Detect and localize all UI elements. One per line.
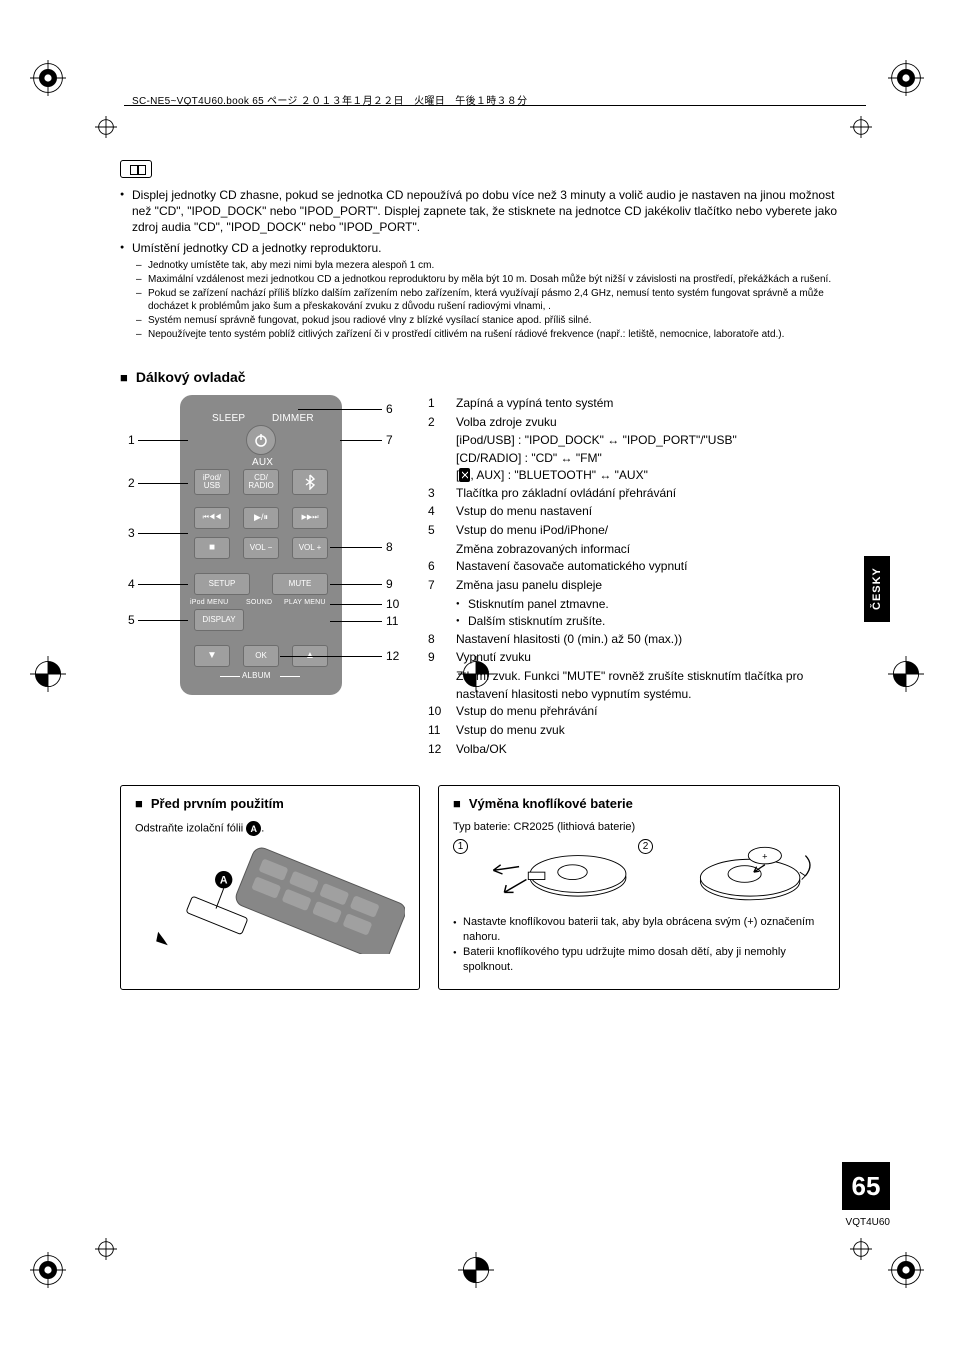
bottom-info-boxes: ■Před prvním použitím Odstraňte izolační… [120,785,840,989]
reg-mark-br [888,1252,924,1288]
rn10: 10 [386,597,399,611]
d7-bullets: Stisknutím panel ztmavne. Dalším stisknu… [456,596,840,631]
reg-mark-mr [888,656,924,692]
stop-button: ■ [194,537,230,559]
sub-4: Systém nemusí správně fungovat, pokud js… [132,314,840,327]
battery-illus-2: + [661,839,819,909]
ln3: 3 [128,526,135,540]
prev-button: ⏮◀◀ [194,507,230,529]
box2-heading: Výměna knoflíkové baterie [469,796,633,811]
cd-radio-button: CD/RADIO [243,469,279,495]
reg-mark-cb [458,1252,494,1288]
rn8: 8 [386,540,393,554]
vol-down-button: VOL − [243,537,279,559]
d9-extra: Ztlumí zvuk. Funkci "MUTE" rovněž zrušít… [428,668,840,703]
header-file-info: SC-NE5~VQT4U60.book 65 ページ ２０１３年１月２２日 火曜… [132,92,527,107]
sub-1: Jednotky umístěte tak, aby mezi nimi byl… [132,259,840,272]
step-1-marker: 1 [453,839,468,854]
d4: Vstup do menu nastavení [456,503,840,520]
note-item-1: Displej jednotky CD zhasne, pokud se jed… [120,187,840,236]
crop-mark-tl [95,116,117,138]
d10: Vstup do menu přehrávání [456,703,840,720]
d1: Zapíná a vypíná tento systém [456,395,840,412]
setup-button: SETUP [194,573,250,595]
top-notes-list: Displej jednotky CD zhasne, pokud se jed… [120,187,840,341]
d6: Nastavení časovače automatického vypnutí [456,558,840,575]
crop-mark-bl [95,1238,117,1260]
battery-replace-box: ■Výměna knoflíkové baterie Typ baterie: … [438,785,840,989]
reg-mark-ml [30,656,66,692]
sub-3: Pokud se zařízení nachází příliš blízko … [132,287,840,313]
d11: Vstup do menu zvuk [456,722,840,739]
d2-lines: [iPod/USB] : "IPOD_DOCK" ↔ "IPOD_PORT"/"… [428,432,840,484]
next-button: ▶▶⏭ [292,507,328,529]
remote-heading: ■Dálkový ovladač [120,369,840,385]
ln4: 4 [128,577,135,591]
box2-sub: Typ baterie: CR2025 (lithiová baterie) [453,821,825,833]
sub-5: Nepoužívejte tento systém poblíž citlivý… [132,328,840,341]
box1-heading: Před prvním použitím [151,796,284,811]
remote-body: SLEEP DIMMER AUX iPod/USB CD/RADIO [180,395,342,695]
crop-mark-tr [850,116,872,138]
page-number: 65 [842,1162,890,1210]
note-subitems: Jednotky umístěte tak, aby mezi nimi byl… [132,259,840,341]
label-aux: AUX [252,457,273,468]
d5: Vstup do menu iPod/iPhone/ [456,522,840,539]
play-pause-button: ▶/⏸ [243,507,279,529]
bluetooth-button [292,469,328,495]
ln1: 1 [128,433,135,447]
rn6: 6 [386,402,393,416]
language-tab: ČESKY [864,556,890,622]
rn11: 11 [386,614,398,628]
bluetooth-icon [459,468,470,482]
rn7: 7 [386,433,393,447]
d9: Vypnutí zvuku [456,649,840,666]
battery-illus-1 [476,839,634,909]
svg-text:+: + [762,852,767,862]
d5-extra: Změna zobrazovaných informací [428,541,840,558]
d3: Tlačítka pro základní ovládání přehráván… [456,485,840,502]
reg-mark-tl [30,60,66,96]
crop-mark-br [850,1238,872,1260]
note-item-2: Umístění jednotky CD a jednotky reproduk… [120,240,840,341]
ln2: 2 [128,476,135,490]
marker-A: A [246,821,261,836]
box1-illustration: A [135,842,405,954]
svg-text:A: A [220,875,228,887]
reg-mark-tr [888,60,924,96]
d7: Změna jasu panelu displeje [456,577,840,594]
doc-code: VQT4U60 [846,1217,890,1228]
label-sound: SOUND [246,599,272,606]
ok-button: OK [243,645,279,667]
box1-sub: Odstraňte izolační fólii A. [135,821,405,836]
note-icon [120,160,152,178]
down-button: ▼ [194,645,230,667]
vol-up-button: VOL + [292,537,328,559]
reg-mark-bl [30,1252,66,1288]
ipod-usb-button: iPod/USB [194,469,230,495]
rn12: 12 [386,649,399,663]
rn9: 9 [386,577,393,591]
label-album: ALBUM [242,671,271,680]
power-button [246,425,276,455]
remote-control-section: ■Dálkový ovladač SLEEP DIMMER AUX [120,369,840,760]
d8: Nastavení hlasitosti (0 (min.) až 50 (ma… [456,631,840,648]
label-play-menu: PLAY MENU [284,599,326,606]
mute-button: MUTE [272,573,328,595]
before-first-use-box: ■Před prvním použitím Odstraňte izolační… [120,785,420,989]
d2: Volba zdroje zvuku [456,414,840,431]
ln5: 5 [128,613,135,627]
label-ipod-menu: iPod MENU [190,599,228,606]
remote-diagram: SLEEP DIMMER AUX iPod/USB CD/RADIO [120,395,420,760]
label-dimmer: DIMMER [272,413,314,424]
sub-2: Maximální vzdálenost mezi jednotkou CD a… [132,273,840,286]
remote-descriptions: 1Zapíná a vypíná tento systém 2Volba zdr… [420,395,840,760]
page-content: Displej jednotky CD zhasne, pokud se jed… [120,160,840,990]
step-2-marker: 2 [638,839,653,854]
label-sleep: SLEEP [212,413,245,424]
box2-bullets: Nastavte knoflíkovou baterii tak, aby by… [453,915,825,974]
d12: Volba/OK [456,741,840,758]
display-button: DISPLAY [194,609,244,631]
